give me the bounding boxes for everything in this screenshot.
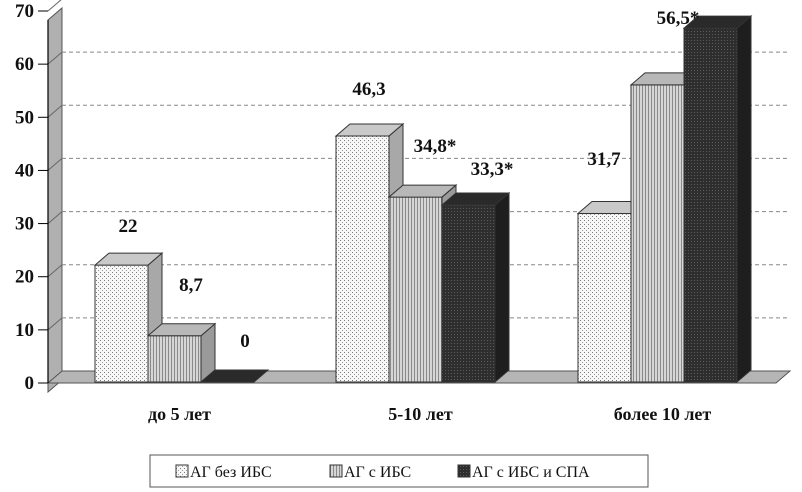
category-label: 5-10 лет [388, 404, 453, 424]
y-tick-label: 60 [15, 54, 34, 75]
legend-swatch [175, 464, 189, 478]
data-label: 31,7 [587, 149, 621, 170]
bar-top [682, 15, 753, 29]
bar-side [494, 191, 510, 384]
data-label: 0 [240, 331, 250, 352]
gridline-side [47, 264, 63, 278]
data-label: 22 [119, 216, 138, 237]
gridline-side [47, 104, 63, 118]
legend-box [149, 454, 649, 488]
legend: АГ без ИБС АГ с ИБС АГ с ИБС и СПА [149, 454, 649, 488]
gridline-side [47, 317, 63, 331]
bar [147, 335, 202, 383]
y-tick-label: 20 [15, 267, 34, 288]
bar-top [440, 192, 511, 206]
bar [388, 196, 443, 383]
bar-top [146, 323, 217, 337]
data-label: 34,8* [414, 136, 457, 157]
bar [577, 213, 632, 383]
data-label: 33,3* [471, 159, 514, 180]
gridline-side [47, 211, 63, 224]
gridline-side [47, 158, 63, 171]
legend-label: АГ с ИБС [344, 464, 411, 481]
y-tick-label: 10 [15, 320, 34, 341]
bar-top [93, 252, 164, 266]
bar-top [387, 184, 458, 198]
bar [441, 204, 496, 383]
y-tick-label: 70 [15, 1, 34, 22]
y-tick-label: 30 [15, 214, 34, 235]
side-wall [47, 6, 63, 394]
bar [335, 135, 390, 383]
bar-top [334, 123, 405, 137]
data-labels: 22 8,7 0 46,3 34,8* 33,3* 31,7 56,5* [119, 8, 700, 352]
legend-swatch [329, 464, 343, 478]
category-label: более 10 лет [614, 404, 712, 424]
legend-label: АГ без ИБС [190, 464, 272, 481]
category-label: до 5 лет [148, 404, 211, 424]
gridline-side [47, 0, 62, 12]
bars [93, 14, 753, 384]
axes: 0 10 20 30 40 50 60 70 до 5 лет 5-10 лет более 10 … [15, 1, 711, 424]
y-tick-label: 50 [15, 107, 34, 128]
gridline-side [47, 51, 63, 65]
data-label: 8,7 [179, 275, 203, 296]
bar [94, 264, 149, 383]
bar [630, 84, 685, 383]
bar [683, 27, 738, 383]
legend-swatch [457, 464, 471, 478]
data-label: 56,5* [657, 8, 700, 29]
y-tick-label: 0 [25, 373, 35, 394]
legend-label: АГ с ИБС и СПА [472, 464, 590, 481]
bar-side [736, 14, 752, 384]
y-tick-label: 40 [15, 160, 34, 181]
bar-top [199, 369, 270, 383]
data-label: 46,3 [352, 79, 385, 100]
